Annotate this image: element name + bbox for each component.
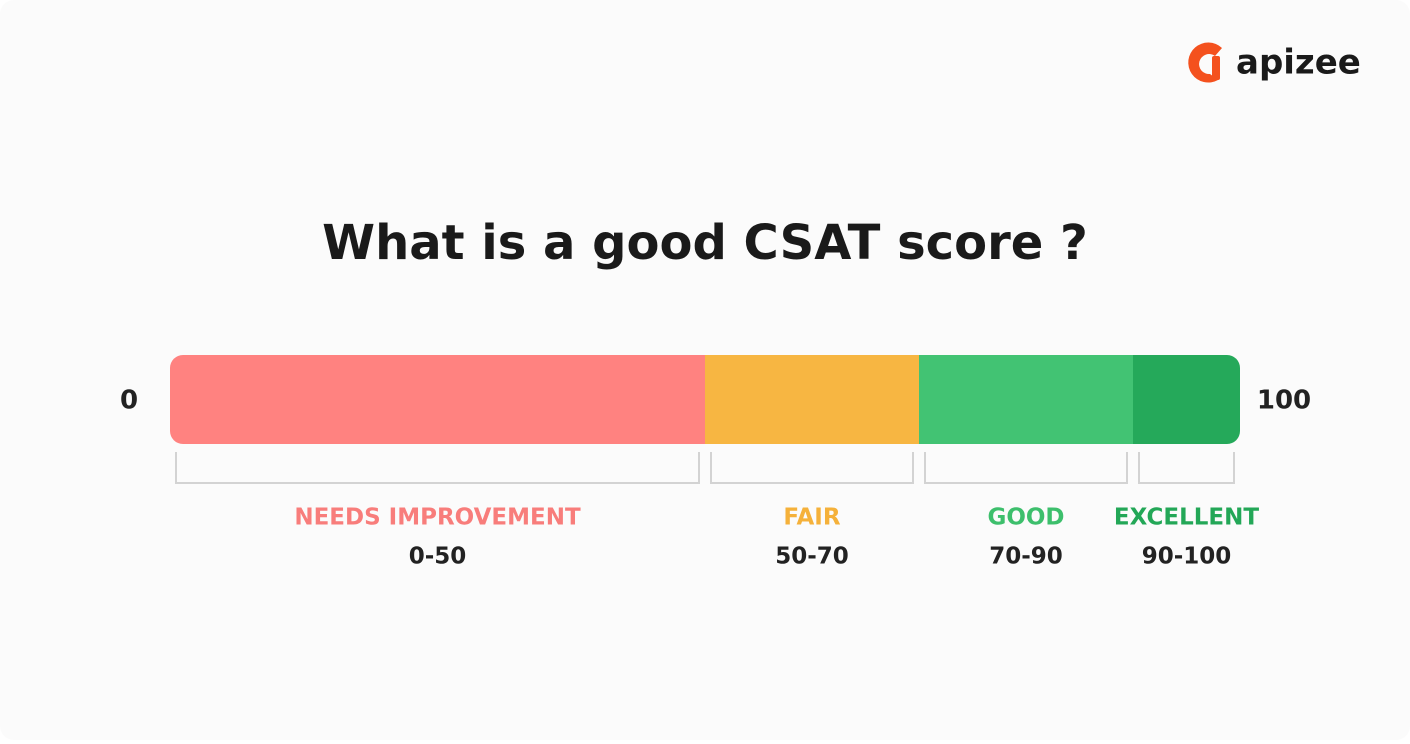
segment	[919, 355, 1133, 444]
segment-labels: NEEDS IMPROVEMENT 0-50 FAIR 50-70 GOOD 70-90 E…	[175, 452, 1259, 570]
score-bar	[170, 355, 1240, 444]
segment-range: 90-100	[1142, 544, 1232, 570]
bracket	[924, 452, 1128, 484]
bracket	[175, 452, 700, 484]
segment	[1133, 355, 1240, 444]
bracket	[710, 452, 914, 484]
segment	[705, 355, 919, 444]
scale-min: 0	[120, 386, 138, 416]
logo-icon	[1212, 56, 1220, 80]
logo-icon	[1188, 42, 1222, 83]
segment-range: 70-90	[989, 544, 1063, 570]
scale-max: 100	[1257, 386, 1311, 416]
segment-label: GOOD	[987, 505, 1064, 531]
logo-text: apizee	[1236, 43, 1361, 83]
segment-label: FAIR	[783, 505, 840, 531]
segment-label: EXCELLENT	[1114, 505, 1259, 531]
segment-range: 50-70	[775, 544, 849, 570]
bracket	[1138, 452, 1235, 484]
title: What is a good CSAT score ?	[322, 215, 1088, 271]
segment-range: 0-50	[409, 544, 467, 570]
logo: apizee	[1188, 43, 1361, 83]
segment	[170, 355, 705, 444]
segment-label: NEEDS IMPROVEMENT	[294, 505, 581, 531]
